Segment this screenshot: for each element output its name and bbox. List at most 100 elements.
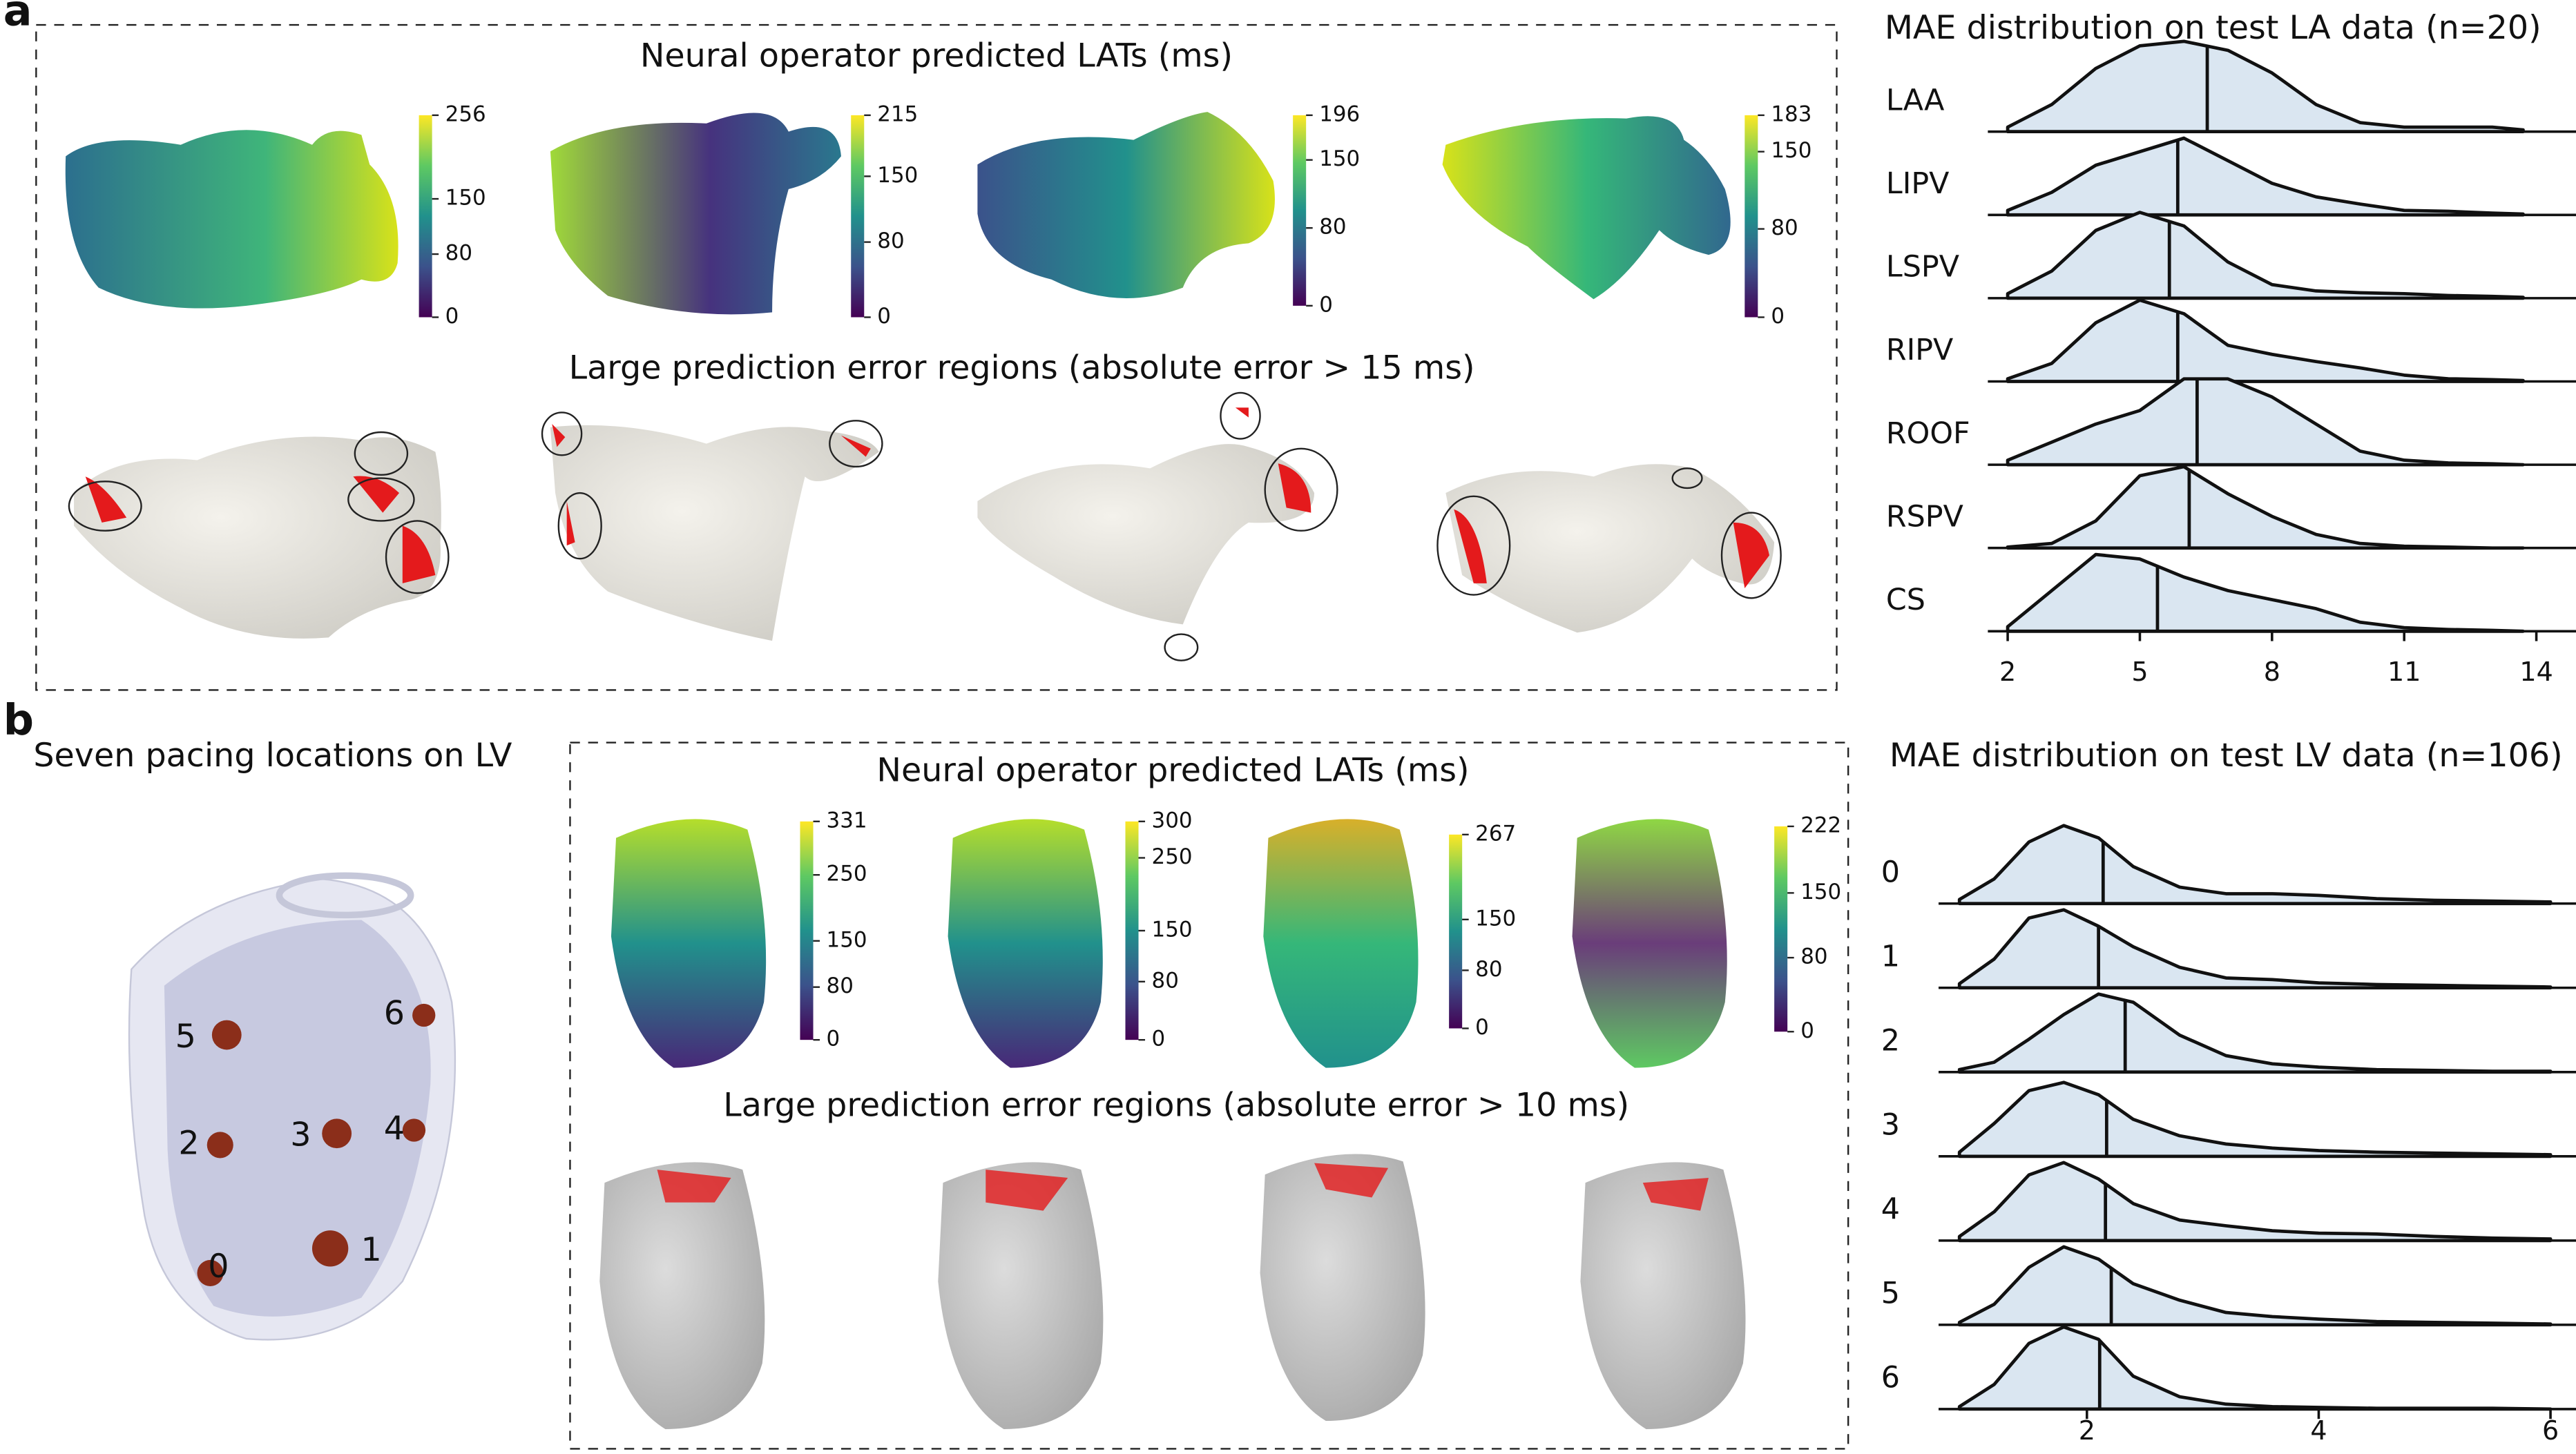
- density-area: [2006, 211, 2525, 300]
- x-tick-label: 2: [2079, 1415, 2095, 1446]
- colorbar-tick-label: 150: [1152, 917, 1193, 942]
- colorbar-tick-label: 150: [827, 927, 867, 952]
- mesh-images: [65, 112, 1731, 315]
- colorbar-tick-label: 250: [1152, 844, 1193, 869]
- colorbar-tick-label: 222: [1800, 813, 1841, 837]
- density-area: [2006, 377, 2525, 467]
- row-label: 2: [1881, 1023, 1900, 1058]
- colorbar-tick-label: 267: [1475, 821, 1516, 846]
- row-label: CS: [1886, 583, 1925, 617]
- colorbar: [800, 821, 814, 1040]
- density-area: [1957, 824, 2553, 906]
- error-mesh-images: [68, 391, 1782, 661]
- colorbar: [1744, 115, 1758, 318]
- colorbar-tick-label: 183: [1771, 101, 1811, 126]
- colorbar: [1125, 821, 1139, 1040]
- colorbar-tick-label: 0: [445, 304, 459, 329]
- x-tick-label: 14: [2519, 657, 2553, 687]
- x-tick-label: 2: [1999, 657, 2016, 687]
- row-label: LSPV: [1886, 250, 1959, 284]
- x-tick-label: 11: [2387, 657, 2421, 687]
- x-tick-label: 4: [2310, 1415, 2327, 1446]
- colorbar-tick-label: 80: [445, 241, 472, 266]
- density-area: [1957, 1245, 2553, 1327]
- pacing-labels: 0 1 2 3 4 5 6: [175, 994, 405, 1285]
- density-area: [1957, 1325, 2553, 1411]
- colorbar-tick-label: 0: [1800, 1018, 1814, 1043]
- density-area: [2006, 39, 2525, 134]
- colorbar-tick-label: 80: [1152, 968, 1179, 993]
- pacing-label: 5: [175, 1018, 196, 1056]
- colorbar-tick-label: 0: [827, 1027, 840, 1051]
- density-area: [1957, 1161, 2553, 1243]
- colorbar: [851, 115, 865, 318]
- pacing-label: 3: [290, 1116, 311, 1154]
- colorbar-tick-label: 80: [1319, 215, 1346, 240]
- row-label: 0: [1881, 855, 1900, 889]
- colorbar-tick-label: 0: [877, 304, 891, 329]
- density-area: [1957, 1080, 2553, 1159]
- colorbar: [1774, 826, 1788, 1032]
- colorbar-tick-label: 0: [1319, 292, 1333, 317]
- row-label: ROOF: [1886, 416, 1970, 451]
- row-label: LAA: [1886, 83, 1945, 117]
- row-label: RSPV: [1886, 499, 1963, 534]
- row-label: 5: [1881, 1277, 1900, 1311]
- colorbar-tick-label: 150: [445, 186, 486, 211]
- row-label: RIPV: [1886, 333, 1953, 367]
- colorbar-tick-label: 0: [1475, 1015, 1489, 1040]
- colorbar-tick-label: 80: [827, 973, 854, 998]
- pacing-label: 1: [361, 1231, 381, 1269]
- pacing-image: [128, 872, 456, 1341]
- density-area: [1957, 992, 2553, 1074]
- colorbar-tick-label: 215: [877, 101, 918, 126]
- x-tick-label: 8: [2264, 657, 2280, 687]
- row-label: 3: [1881, 1108, 1900, 1143]
- density-area: [2006, 298, 2525, 383]
- panel-title: Neural operator predicted LATs (ms): [876, 751, 1469, 789]
- density-area: [1957, 908, 2553, 990]
- colorbar: [419, 115, 432, 318]
- row-label: LIPV: [1886, 166, 1950, 201]
- panel-letter: b: [3, 695, 34, 745]
- colorbar-tick-label: 150: [877, 163, 918, 188]
- panel-title: Seven pacing locations on LV: [33, 737, 512, 775]
- colorbar-tick-label: 256: [445, 101, 486, 126]
- panel-letter: a: [3, 0, 32, 35]
- colorbar: [1293, 115, 1307, 306]
- panel-title: Large prediction error regions (absolute…: [723, 1087, 1629, 1125]
- colorbar-tick-label: 150: [1800, 880, 1841, 904]
- panel-title: Neural operator predicted LATs (ms): [640, 37, 1233, 75]
- colorbar-tick-label: 331: [827, 808, 867, 833]
- row-label: 1: [1881, 939, 1900, 973]
- density-area: [2006, 465, 2525, 550]
- colorbar-tick-label: 150: [1475, 906, 1516, 931]
- colorbar-tick-label: 80: [1800, 944, 1827, 969]
- chart-title: MAE distribution on test LV data (n=106): [1890, 737, 2563, 775]
- colorbar-tick-label: 80: [1475, 957, 1502, 982]
- panel-title: Large prediction error regions (absolute…: [569, 349, 1475, 387]
- lv-mesh-images: [599, 819, 1746, 1429]
- density-area: [2006, 552, 2525, 633]
- chart-title: MAE distribution on test LA data (n=20): [1885, 9, 2541, 47]
- colorbar-tick-label: 80: [877, 229, 904, 253]
- pacing-label: 2: [178, 1124, 199, 1162]
- colorbar-tick-label: 0: [1771, 304, 1785, 329]
- colorbar-tick-label: 250: [827, 862, 867, 886]
- panel-frame: [569, 741, 1849, 1450]
- colorbar-tick-label: 300: [1152, 808, 1193, 833]
- x-tick-label: 6: [2542, 1415, 2559, 1446]
- colorbar: [1449, 834, 1463, 1029]
- density-area: [2006, 136, 2525, 217]
- colorbar-tick-label: 80: [1771, 215, 1798, 240]
- colorbar-tick-label: 150: [1771, 138, 1811, 163]
- panel-frame: [35, 23, 1838, 691]
- colorbar-tick-label: 150: [1319, 146, 1360, 171]
- pacing-label: 0: [208, 1248, 229, 1286]
- colorbar-tick-label: 0: [1152, 1027, 1166, 1051]
- x-tick-label: 5: [2131, 657, 2148, 687]
- pacing-label: 6: [384, 994, 405, 1032]
- colorbar-tick-label: 196: [1319, 101, 1360, 126]
